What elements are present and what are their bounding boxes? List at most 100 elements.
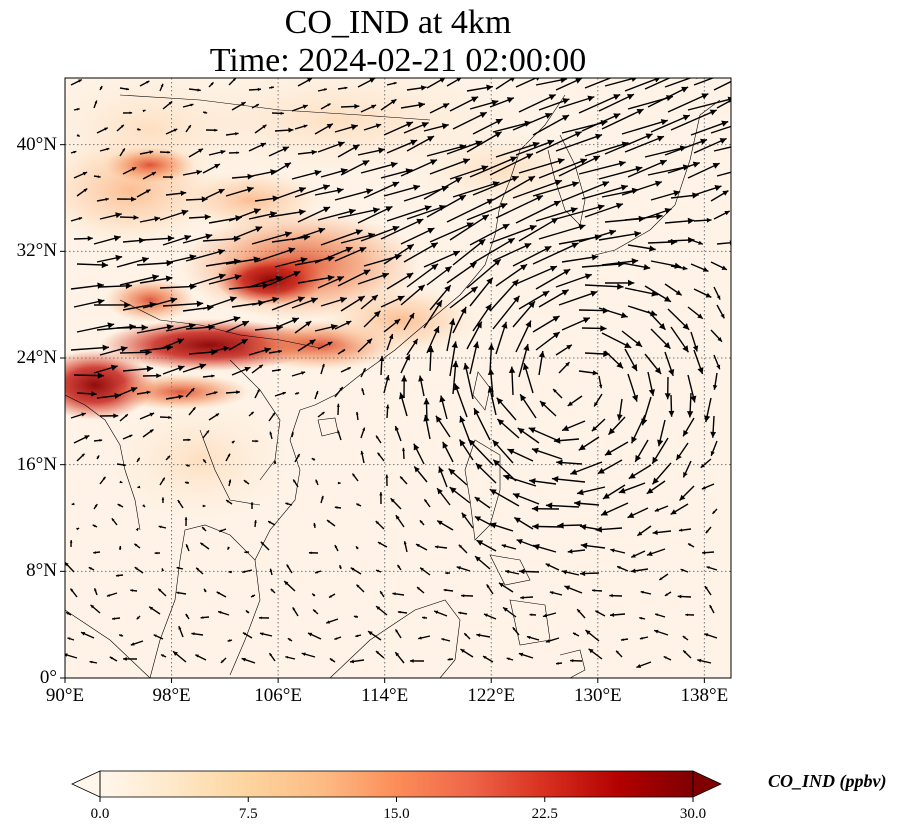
- wind-arrow: [385, 404, 390, 419]
- wind-arrow: [118, 634, 124, 637]
- wind-arrow: [119, 147, 126, 157]
- wind-arrow: [706, 566, 718, 571]
- lon-tick-label: 138°E: [680, 685, 729, 706]
- colorbar: [71, 770, 722, 802]
- wind-arrow: [159, 83, 164, 92]
- wind-arrow: [355, 545, 359, 550]
- wind-arrow: [248, 87, 262, 92]
- wind-arrow: [142, 235, 175, 242]
- wind-arrow: [461, 594, 474, 598]
- wind-arrow: [545, 563, 560, 571]
- coastline-borneo: [329, 599, 461, 678]
- wind-arrow: [357, 338, 373, 353]
- wind-arrow: [713, 210, 731, 220]
- wind-arrow: [159, 415, 172, 419]
- wind-arrow: [482, 655, 494, 663]
- wind-arrow: [208, 149, 226, 156]
- wind-arrow: [136, 615, 141, 620]
- wind-arrow: [254, 388, 261, 399]
- concentration-blob-indochina: [110, 400, 290, 520]
- wind-arrow: [360, 104, 377, 113]
- wind-arrow: [578, 229, 617, 243]
- wind-arrow: [225, 453, 231, 462]
- wind-arrow: [65, 561, 75, 573]
- wind-arrow: [202, 296, 237, 310]
- lon-tick-label: 98°E: [152, 685, 191, 706]
- wind-arrow: [182, 438, 191, 442]
- wind-arrow: [202, 458, 207, 464]
- wind-arrow: [386, 82, 397, 86]
- wind-arrow: [658, 573, 669, 581]
- wind-arrow: [459, 415, 471, 443]
- wind-arrow: [443, 588, 454, 592]
- wind-arrow: [177, 499, 184, 509]
- wind-arrow: [226, 546, 231, 550]
- wind-arrow: [339, 564, 342, 570]
- wind-arrow: [178, 625, 184, 638]
- wind-arrow: [502, 606, 517, 618]
- wind-arrow: [598, 307, 628, 319]
- lat-tick-label: 8°N: [26, 560, 57, 582]
- wind-arrow: [580, 542, 606, 549]
- wind-arrow: [561, 254, 599, 263]
- wind-arrow: [591, 589, 603, 592]
- wind-arrow: [80, 631, 95, 639]
- wind-arrow: [627, 244, 656, 252]
- wind-arrow: [646, 548, 666, 557]
- wind-arrow: [515, 200, 561, 224]
- wind-arrow: [598, 375, 603, 389]
- wind-arrow: [231, 366, 251, 376]
- wind-arrow: [528, 478, 557, 485]
- wind-arrow: [320, 363, 325, 375]
- wind-arrow: [713, 286, 721, 300]
- wind-arrow: [139, 275, 173, 284]
- wind-arrow: [76, 322, 115, 333]
- wind-arrow: [188, 214, 211, 220]
- wind-arrow: [334, 246, 367, 262]
- axis-ticks: [60, 144, 705, 683]
- wind-arrow: [564, 585, 583, 594]
- wind-arrow: [312, 608, 319, 615]
- colorbar-extend-max: [692, 770, 722, 798]
- wind-arrow: [269, 431, 273, 440]
- wind-arrow: [205, 316, 241, 328]
- wind-arrow: [242, 632, 253, 639]
- wind-arrow: [248, 347, 272, 356]
- wind-arrow: [294, 392, 300, 395]
- wind-arrow: [423, 250, 461, 268]
- wind-arrow: [518, 343, 530, 378]
- wind-arrow: [111, 617, 121, 621]
- wind-arrow: [555, 662, 563, 665]
- wind-arrow: [654, 505, 669, 512]
- wind-arrow: [704, 585, 712, 596]
- wind-arrow: [285, 502, 293, 506]
- wind-arrow: [136, 457, 141, 463]
- wind-arrow: [248, 142, 267, 152]
- wind-arrow: [452, 360, 459, 395]
- wind-arrow: [96, 323, 136, 331]
- wind-arrow: [449, 341, 458, 377]
- wind-arrow: [297, 274, 335, 284]
- wind-arrow: [682, 460, 692, 478]
- wind-arrow: [501, 544, 517, 550]
- wind-arrow: [320, 168, 348, 178]
- wind-arrow: [360, 367, 367, 378]
- wind-arrow: [558, 361, 570, 374]
- wind-arrow: [176, 566, 184, 570]
- wind-arrow: [375, 435, 382, 444]
- wind-arrow: [693, 349, 704, 375]
- wind-arrow: [578, 436, 600, 451]
- wind-arrow: [687, 238, 704, 245]
- wind-arrow: [111, 517, 118, 526]
- lon-tick-label: 122°E: [467, 685, 516, 706]
- wind-arrow: [395, 514, 405, 528]
- wind-arrow: [476, 633, 491, 638]
- wind-arrow: [396, 564, 402, 571]
- wind-arrow: [678, 528, 692, 532]
- wind-arrow: [73, 235, 93, 242]
- wind-arrow: [250, 594, 256, 598]
- wind-arrow: [320, 229, 363, 246]
- wind-arrow: [690, 184, 722, 197]
- wind-arrow: [418, 635, 431, 640]
